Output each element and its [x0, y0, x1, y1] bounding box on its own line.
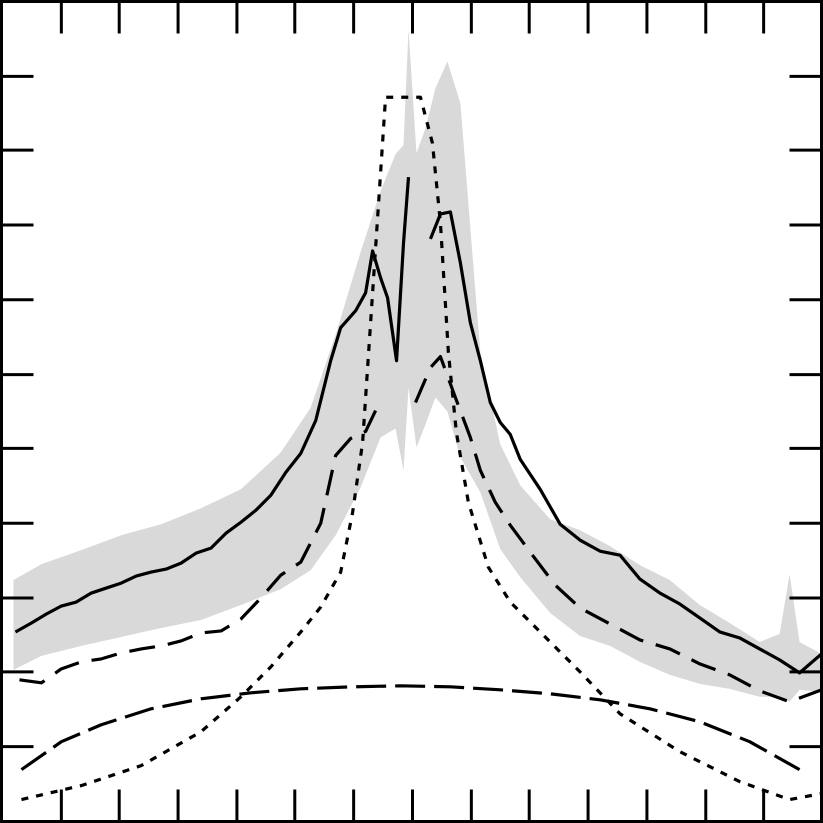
band-area [13, 29, 822, 702]
series-line-solid-0 [14, 176, 411, 634]
series-line-dense-dash-4 [20, 684, 801, 772]
series-lines [14, 95, 823, 802]
series-line-dotted-5 [21, 95, 822, 802]
series-line-long-dash-2 [19, 409, 378, 685]
uncertainty-band [13, 29, 822, 702]
series-line-long-dash-3 [414, 355, 823, 704]
series-line-solid-1 [428, 210, 823, 675]
